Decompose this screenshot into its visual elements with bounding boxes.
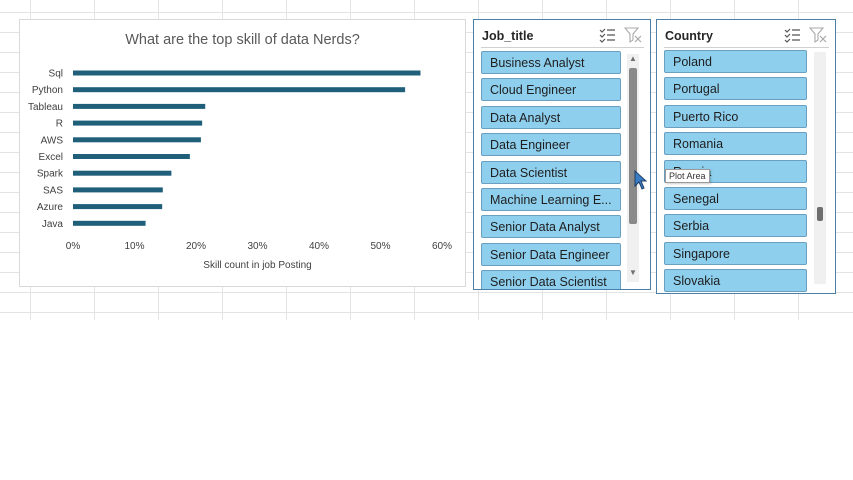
bar-sas (73, 187, 163, 193)
job-item-senior-data-scientist[interactable]: Senior Data Scientist (481, 270, 621, 290)
clear-filter-icon[interactable] (624, 26, 642, 44)
category-label: Python (32, 85, 63, 96)
category-label: SAS (43, 185, 63, 196)
slicer-item-label: Romania (673, 137, 724, 152)
bar-tableau (73, 103, 206, 109)
slicer-item-label: Data Engineer (490, 138, 570, 153)
multi-select-icon[interactable] (598, 26, 616, 44)
category-label: AWS (41, 135, 64, 146)
bar-sql (73, 70, 421, 76)
chart-title: What are the top skill of data Nerds? (125, 32, 360, 48)
multi-select-icon[interactable] (783, 26, 801, 44)
job-item-data-analyst[interactable]: Data Analyst (481, 105, 621, 129)
job-item-data-scientist[interactable]: Data Scientist (481, 160, 621, 184)
bar-excel (73, 154, 190, 159)
bar-aws (73, 137, 201, 143)
x-tick-label: 30% (247, 241, 267, 252)
category-label: Java (42, 219, 64, 230)
x-tick-label: 10% (124, 241, 144, 252)
job-item-machine-learning-e[interactable]: Machine Learning E... (481, 188, 621, 211)
x-tick-label: 0% (66, 241, 81, 252)
job-item-business-analyst[interactable]: Business Analyst (481, 51, 621, 74)
slicer-item-label: Senior Data Engineer (490, 247, 610, 262)
slicer-item-label: Business Analyst (490, 56, 585, 70)
job-item-senior-data-analyst[interactable]: Senior Data Analyst (481, 215, 621, 239)
slicer-header: Job_title (481, 24, 644, 48)
slicer-header: Country (664, 24, 829, 48)
slicer-item-label: Poland (673, 55, 712, 69)
job-item-senior-data-engineer[interactable]: Senior Data Engineer (481, 242, 621, 266)
x-axis-label: Skill count in job Posting (203, 260, 311, 271)
bar-spark (73, 170, 172, 176)
clear-filter-icon[interactable] (809, 26, 827, 44)
country-item-slovakia[interactable]: Slovakia (664, 269, 807, 293)
x-tick-label: 40% (309, 241, 329, 252)
chart-plot-area[interactable]: Sql Python Tableau R AWS Excel Spark SAS Azure Ja… (20, 20, 467, 288)
country-item-serbia[interactable]: Serbia (664, 214, 807, 238)
country-item-singapore[interactable]: Singapore (664, 241, 807, 265)
category-label: Excel (39, 152, 63, 163)
slicer-title: Job_title (482, 29, 534, 43)
x-tick-label: 20% (186, 241, 206, 252)
x-tick-label: 60% (432, 241, 452, 252)
slicer-item-label: Portugal (673, 82, 720, 97)
country-item-romania[interactable]: Romania (664, 132, 807, 156)
bar-azure (73, 204, 163, 210)
category-label: Spark (37, 169, 64, 180)
category-label: Sql (49, 69, 63, 80)
slicer-item-label: Singapore (673, 246, 730, 261)
scrollbar[interactable] (814, 52, 826, 284)
slicer-title: Country (665, 29, 713, 43)
slicer-item-label: Cloud Engineer (490, 83, 577, 98)
x-tick-label: 50% (370, 241, 390, 252)
country-item-senegal[interactable]: Senegal (664, 187, 807, 210)
scroll-down-icon[interactable]: ▼ (629, 268, 637, 277)
job-item-data-engineer[interactable]: Data Engineer (481, 133, 621, 157)
country-slicer[interactable]: Country Poland Portugal Puerto Rico Romania… (656, 19, 836, 294)
slicer-item-label: Senegal (673, 192, 719, 206)
bar-r (73, 120, 203, 126)
slicer-item-label: Serbia (673, 219, 710, 234)
category-label: R (56, 119, 63, 130)
slicer-item-label: Senior Data Scientist (490, 275, 607, 290)
bar-java (73, 220, 146, 226)
slicer-item-label: Senior Data Analyst (490, 220, 600, 235)
slicer-item-label: Data Scientist (490, 165, 568, 180)
slicer-item-label: Slovakia (673, 274, 721, 289)
scrollbar-thumb[interactable] (629, 68, 637, 224)
tooltip: Plot Area (665, 169, 710, 183)
country-item-poland[interactable]: Poland (664, 50, 807, 73)
slicer-item-label: Data Analyst (490, 110, 561, 125)
job-title-slicer[interactable]: Job_title Business Analyst Cloud Engineer… (473, 19, 651, 290)
category-label: Azure (37, 202, 64, 213)
scrollbar-thumb[interactable] (817, 207, 823, 221)
scroll-up-icon[interactable]: ▲ (629, 54, 637, 63)
country-item-portugal[interactable]: Portugal (664, 77, 807, 101)
cursor-icon (634, 170, 648, 190)
scrollbar[interactable]: ▲ ▼ (627, 54, 639, 282)
slicer-item-label: Puerto Rico (673, 109, 739, 124)
slicer-item-label: Machine Learning E... (490, 193, 612, 207)
category-label: Tableau (28, 102, 63, 113)
skills-chart[interactable]: What are the top skill of data Nerds? Sq… (19, 19, 466, 287)
job-item-cloud-engineer[interactable]: Cloud Engineer (481, 78, 621, 102)
country-item-puerto-rico[interactable]: Puerto Rico (664, 104, 807, 128)
bar-python (73, 87, 406, 93)
